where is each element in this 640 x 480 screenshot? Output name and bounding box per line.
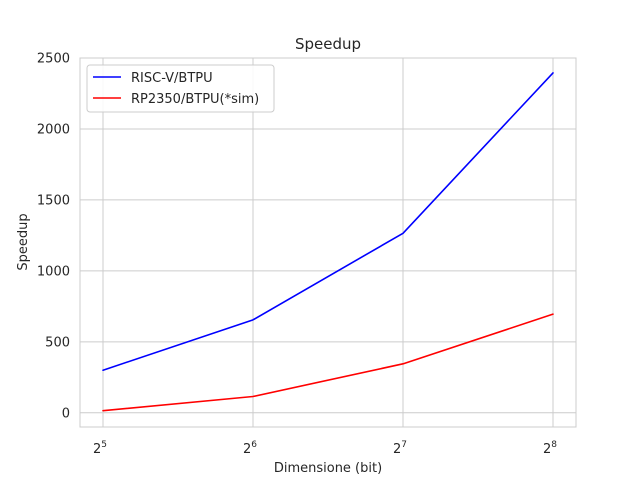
y-tick-label: 1500 <box>37 193 70 208</box>
series-line-0 <box>102 72 554 372</box>
x-tick-label: 28 <box>543 440 557 457</box>
x-axis-label: Dimensione (bit) <box>274 461 382 476</box>
legend: RISC-V/BTPU RP2350/BTPU(*sim) <box>86 64 275 113</box>
y-tick-labels: 0 500 1000 1500 2000 2500 <box>37 52 70 422</box>
y-tick-label: 2000 <box>37 122 70 137</box>
y-tick-label: 1000 <box>37 264 70 279</box>
plot-frame <box>79 57 577 428</box>
x-tick-label: 27 <box>393 440 407 457</box>
y-axis-label: Speedup <box>16 213 31 270</box>
series-layer <box>102 72 554 412</box>
y-tick-label: 0 <box>62 406 70 421</box>
series-line-1 <box>102 313 554 412</box>
x-tick-labels: 25 26 27 28 <box>93 440 557 457</box>
x-tick-label: 25 <box>93 440 107 457</box>
y-tick-label: 2500 <box>37 52 70 67</box>
x-tick-label: 26 <box>243 440 257 457</box>
legend-label-risc-v: RISC-V/BTPU <box>131 71 213 86</box>
y-tick-label: 500 <box>45 335 70 350</box>
legend-box <box>86 64 275 113</box>
grid <box>80 57 576 427</box>
legend-label-rp2350: RP2350/BTPU(*sim) <box>131 92 259 107</box>
chart-title: Speedup <box>295 35 361 53</box>
